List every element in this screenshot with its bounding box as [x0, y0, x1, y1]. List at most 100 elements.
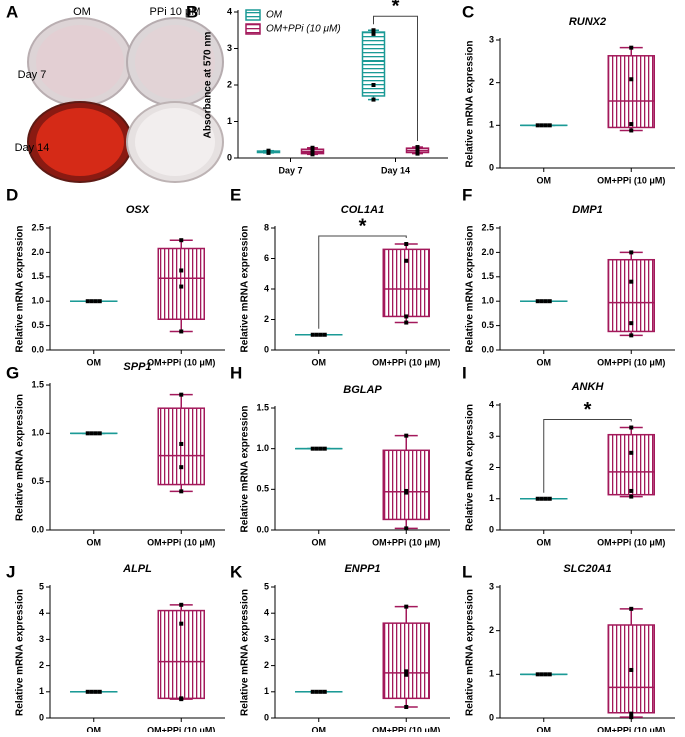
data-point — [179, 603, 183, 607]
y-tick-label: 2 — [227, 79, 232, 89]
data-point — [179, 238, 183, 242]
y-tick-label: 1.0 — [256, 443, 269, 453]
x-tick-label: OM — [312, 537, 327, 547]
data-point — [536, 123, 540, 127]
y-tick-label: 1.0 — [31, 296, 44, 306]
y-tick-label: 5 — [264, 581, 269, 591]
y-tick-label: 3 — [489, 581, 494, 591]
y-tick-label: 2.5 — [481, 222, 494, 232]
y-tick-label: 1.5 — [481, 271, 494, 281]
data-point — [319, 447, 323, 451]
y-tick-label: 3 — [39, 634, 44, 644]
panel-label: C — [462, 2, 474, 21]
data-point — [86, 431, 90, 435]
y-tick-label: 2 — [489, 462, 494, 472]
legend-label: OM+PPi (10 μM) — [266, 24, 341, 35]
legend-swatch — [246, 10, 260, 20]
data-point — [404, 242, 408, 246]
data-point — [372, 28, 376, 32]
data-point — [267, 149, 271, 153]
data-point — [323, 447, 327, 451]
x-tick-label: OM — [87, 537, 102, 547]
row-label: Day 14 — [15, 142, 50, 154]
y-axis-label: Relative mRNA expression — [15, 226, 26, 353]
y-tick-label: 0.5 — [31, 320, 44, 330]
significance-label: * — [584, 399, 592, 421]
y-tick-label: 3 — [264, 634, 269, 644]
data-point — [179, 329, 183, 333]
well-stain — [36, 25, 124, 99]
x-tick-label: OM+PPi (10 μM) — [147, 357, 215, 367]
data-point — [404, 321, 408, 325]
box — [383, 450, 429, 519]
box — [158, 408, 204, 484]
data-point — [98, 299, 102, 303]
y-tick-label: 0 — [227, 152, 232, 162]
y-tick-label: 0 — [489, 524, 494, 534]
x-tick-label: OM — [312, 725, 327, 732]
data-point — [90, 299, 94, 303]
data-point — [416, 145, 420, 149]
x-tick-label: OM+PPi (10 μM) — [147, 725, 215, 732]
y-tick-label: 8 — [264, 222, 269, 232]
data-point — [179, 622, 183, 626]
y-axis-label: Absorbance at 570 nm — [203, 32, 214, 139]
data-point — [544, 497, 548, 501]
y-tick-label: 1.5 — [31, 379, 44, 389]
chart-title: ANKH — [571, 381, 605, 393]
data-point — [90, 690, 94, 694]
data-point — [315, 447, 319, 451]
data-point — [94, 299, 98, 303]
y-tick-label: 2 — [489, 77, 494, 87]
y-tick-label: 1.0 — [481, 296, 494, 306]
y-tick-label: 1 — [227, 116, 232, 126]
x-tick-label: OM — [87, 357, 102, 367]
y-tick-label: 2.5 — [31, 222, 44, 232]
data-point — [179, 696, 183, 700]
data-point — [536, 299, 540, 303]
data-point — [629, 607, 633, 611]
x-tick-label: OM+PPi (10 μM) — [372, 725, 440, 732]
data-point — [536, 497, 540, 501]
x-tick-label: OM+PPi (10 μM) — [597, 175, 665, 185]
data-point — [315, 690, 319, 694]
data-point — [629, 451, 633, 455]
data-point — [629, 495, 633, 499]
data-point — [311, 447, 315, 451]
y-axis-label: Relative mRNA expression — [465, 41, 476, 168]
y-tick-label: 2 — [264, 660, 269, 670]
data-point — [98, 431, 102, 435]
data-point — [629, 489, 633, 493]
panel-label: H — [230, 363, 242, 382]
significance-label: * — [359, 215, 367, 237]
y-axis-label: Relative mRNA expression — [465, 226, 476, 353]
data-point — [540, 672, 544, 676]
x-tick-label: OM+PPi (10 μM) — [597, 537, 665, 547]
data-point — [540, 497, 544, 501]
chart-title: OSX — [126, 204, 150, 216]
y-axis-label: Relative mRNA expression — [15, 394, 26, 521]
y-axis-label: Relative mRNA expression — [465, 589, 476, 716]
data-point — [179, 285, 183, 289]
data-point — [544, 123, 548, 127]
y-tick-label: 1.0 — [31, 428, 44, 438]
chart-title: COL1A1 — [341, 204, 384, 216]
data-point — [311, 333, 315, 337]
chart-title: DMP1 — [572, 204, 603, 216]
y-axis-label: Relative mRNA expression — [240, 406, 251, 533]
panel-label: J — [6, 562, 15, 581]
y-tick-label: 0 — [264, 344, 269, 354]
data-point — [404, 673, 408, 677]
data-point — [404, 434, 408, 438]
y-tick-label: 0 — [489, 162, 494, 172]
data-point — [540, 299, 544, 303]
data-point — [629, 280, 633, 284]
y-tick-label: 2.0 — [31, 247, 44, 257]
y-axis-label: Relative mRNA expression — [240, 589, 251, 716]
box — [383, 623, 429, 698]
y-tick-label: 5 — [39, 581, 44, 591]
data-point — [86, 690, 90, 694]
